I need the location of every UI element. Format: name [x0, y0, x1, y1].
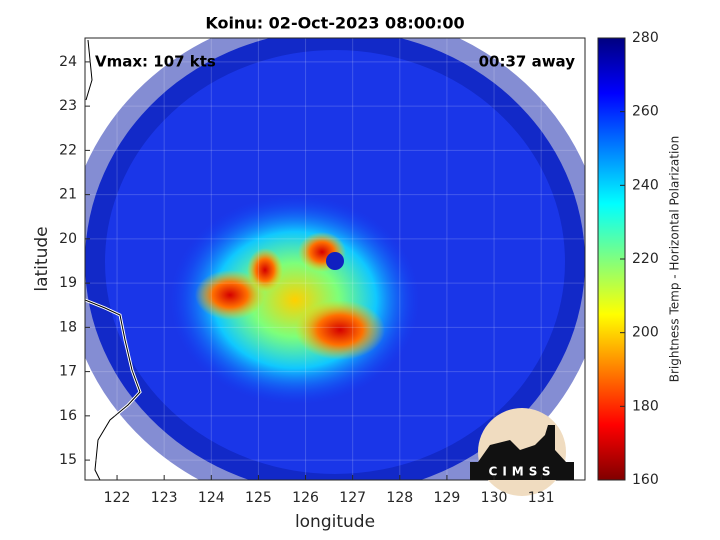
x-tick-label: 123 — [151, 490, 178, 506]
x-tick-label: 130 — [481, 490, 508, 506]
y-tick-label: 15 — [59, 452, 77, 468]
colorbar-tick-label: 180 — [632, 398, 659, 414]
plot-frame — [84, 37, 586, 481]
vmax-label: Vmax: 107 kts — [95, 53, 216, 71]
grid — [85, 38, 585, 480]
coastline — [85, 39, 93, 101]
logo: CIMSS — [470, 408, 574, 496]
x-tick-label: 127 — [339, 490, 366, 506]
y-tick-label: 22 — [59, 142, 77, 158]
convection — [295, 300, 385, 360]
time-label: 00:37 away — [479, 53, 576, 71]
x-tick-label: 125 — [245, 490, 272, 506]
imagery — [85, 38, 585, 480]
colorbar-tick-label: 160 — [632, 472, 659, 488]
x-tick-label: 128 — [386, 490, 413, 506]
colorbar-tick-label: 240 — [632, 177, 659, 193]
x-tick-label: 122 — [104, 490, 131, 506]
y-tick-label: 21 — [59, 187, 77, 203]
logo-bar — [470, 462, 574, 480]
y-tick-label: 24 — [59, 54, 77, 70]
eye — [326, 252, 344, 270]
colorbar-tick-label: 260 — [632, 104, 659, 120]
y-tick-label: 20 — [59, 231, 77, 247]
y-tick-label: 16 — [59, 408, 77, 424]
colorbar-tick-label: 280 — [632, 30, 659, 46]
convection — [195, 270, 265, 320]
y-tick-label: 23 — [59, 98, 77, 114]
x-tick-label: 126 — [292, 490, 319, 506]
y-axis-label: latitude — [32, 226, 52, 291]
colorbar-tick-label: 220 — [632, 251, 659, 267]
logo-text: CIMSS — [489, 465, 556, 479]
y-tick-label: 18 — [59, 319, 77, 335]
x-tick-label: 129 — [434, 490, 461, 506]
y-tick-label: 17 — [59, 364, 77, 380]
colorbar-tick-label: 200 — [632, 325, 659, 341]
x-tick-label: 131 — [528, 490, 555, 506]
convection — [247, 248, 283, 292]
y-tick-label: 19 — [59, 275, 77, 291]
logo-silhouette — [478, 425, 566, 462]
title: Koinu: 02-Oct-2023 08:00:00 — [205, 14, 464, 33]
coastline — [85, 299, 141, 480]
x-tick-label: 124 — [198, 490, 225, 506]
colorbar-label: Brightness Temp - Horizontal Polarizatio… — [668, 136, 682, 383]
x-axis-label: longitude — [295, 512, 375, 532]
